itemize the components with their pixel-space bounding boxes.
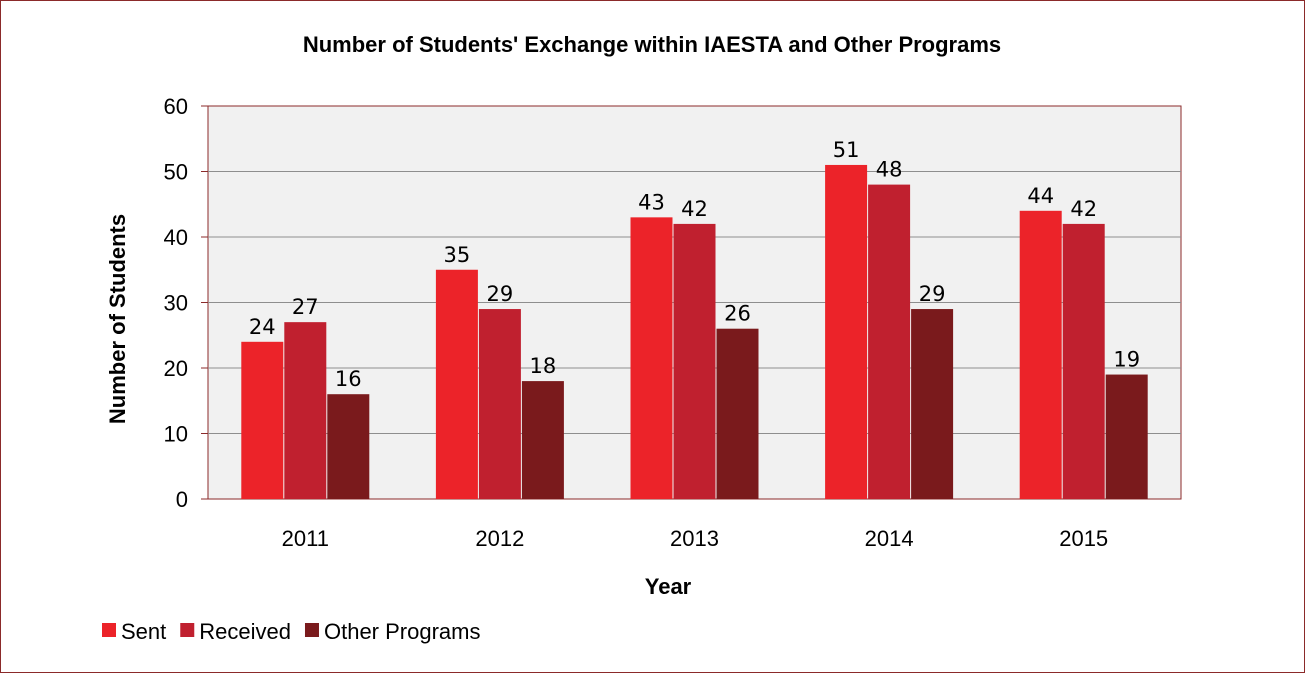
bar	[716, 328, 759, 499]
bar	[435, 269, 478, 499]
x-axis-title: Year	[645, 574, 692, 599]
bar	[521, 381, 564, 499]
data-label: 19	[1113, 348, 1140, 372]
chart-title: Number of Students' Exchange within IAES…	[303, 32, 1001, 57]
x-tick-label: 2014	[865, 526, 914, 551]
y-tick-label: 50	[164, 160, 188, 185]
legend-swatch	[304, 623, 319, 637]
y-tick-label: 20	[164, 356, 188, 381]
bar	[1062, 223, 1105, 499]
bar	[327, 394, 370, 499]
data-label: 51	[833, 138, 860, 162]
bar	[1019, 210, 1062, 500]
y-tick-label: 10	[164, 422, 188, 447]
x-tick-label: 2015	[1059, 526, 1108, 551]
data-label: 18	[530, 354, 557, 378]
bar	[284, 322, 327, 499]
x-tick-label: 2013	[670, 526, 719, 551]
y-tick-label: 30	[164, 291, 188, 316]
y-tick-label: 0	[176, 487, 188, 512]
bar	[478, 309, 521, 499]
bars	[241, 164, 1148, 500]
data-label: 29	[487, 282, 514, 306]
legend-swatch	[102, 623, 116, 637]
data-labels: 24 27 16 35 29 18 43 42 26 51 48 29 44 42 19	[249, 138, 1140, 391]
data-label: 42	[1070, 197, 1097, 221]
legend-label: Sent	[121, 619, 166, 644]
bar	[911, 309, 954, 499]
legend: Sent Received Other Programs	[102, 619, 480, 644]
data-label: 29	[919, 282, 946, 306]
data-label: 24	[249, 315, 276, 339]
data-label: 35	[444, 243, 471, 267]
legend-swatch	[180, 623, 195, 637]
data-label: 44	[1027, 184, 1054, 208]
data-label: 26	[724, 302, 751, 326]
bar	[673, 223, 716, 499]
y-axis-title: Number of Students	[105, 214, 130, 424]
data-label: 16	[335, 367, 362, 391]
x-tick-label: 2011	[282, 526, 329, 551]
legend-label: Received	[199, 619, 291, 644]
y-tick-label: 40	[164, 225, 188, 250]
bar	[1105, 374, 1148, 499]
data-label: 42	[681, 197, 708, 221]
bar	[825, 164, 868, 499]
y-tick-label: 60	[164, 94, 188, 119]
bar	[630, 217, 673, 499]
data-label: 27	[292, 295, 319, 319]
data-label: 43	[638, 190, 665, 214]
y-axis-ticks: 0 10 20 30 40 50 60	[164, 94, 208, 512]
bar	[868, 184, 911, 499]
bar	[241, 341, 284, 499]
data-label: 48	[876, 158, 903, 182]
legend-label: Other Programs	[324, 619, 481, 644]
x-axis-ticks: 2011 2012 2013 2014 2015	[282, 526, 1109, 551]
x-tick-label: 2012	[475, 526, 524, 551]
